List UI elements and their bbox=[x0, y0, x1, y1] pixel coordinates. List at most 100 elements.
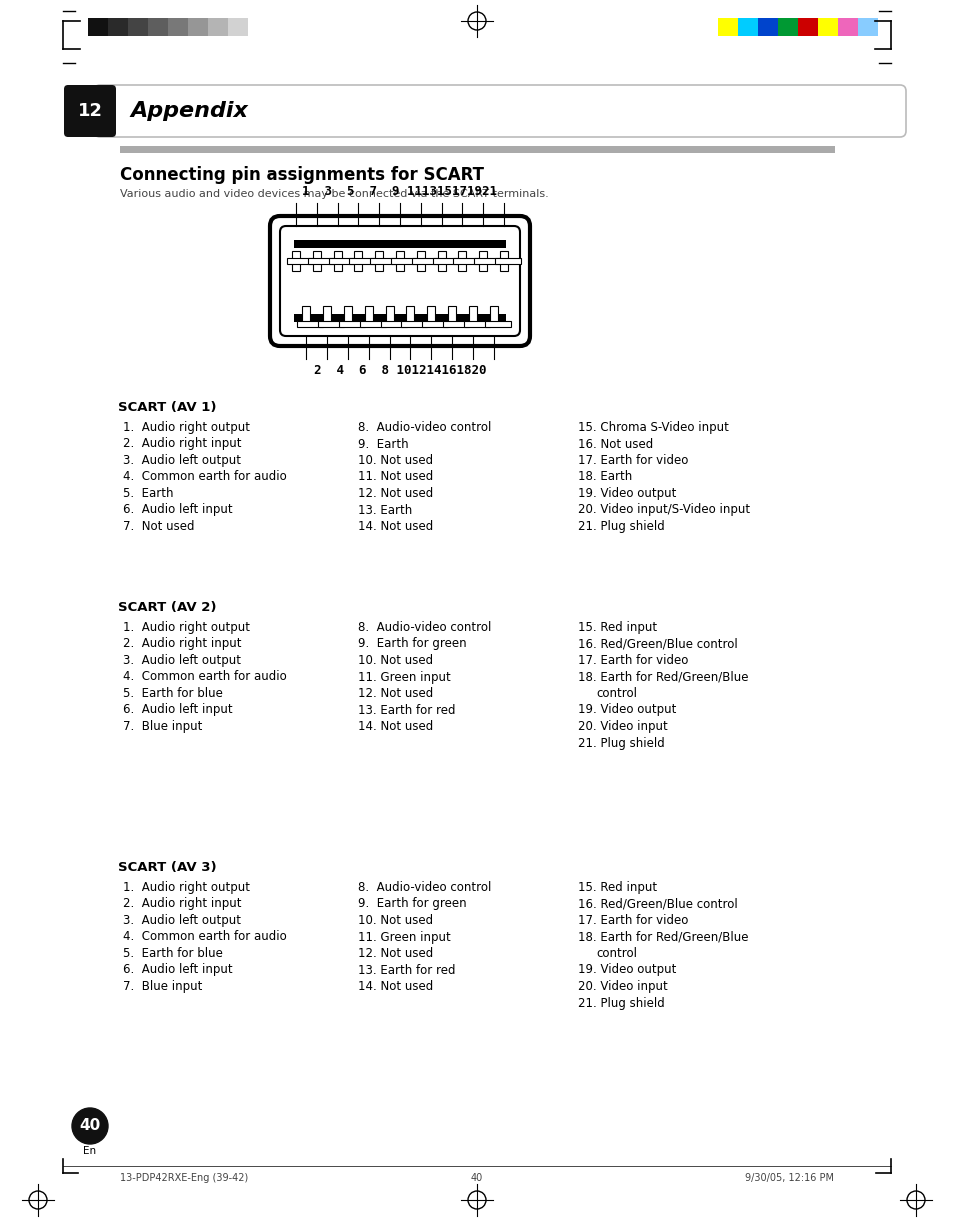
Text: 1.  Audio right output: 1. Audio right output bbox=[123, 421, 250, 433]
Text: 1.  Audio right output: 1. Audio right output bbox=[123, 882, 250, 894]
Bar bbox=[188, 18, 208, 35]
Text: 4.  Common earth for audio: 4. Common earth for audio bbox=[123, 930, 287, 944]
Bar bbox=[344, 306, 352, 326]
Bar bbox=[380, 321, 406, 327]
FancyBboxPatch shape bbox=[270, 216, 530, 346]
Text: 19. Video output: 19. Video output bbox=[578, 963, 676, 977]
FancyBboxPatch shape bbox=[94, 85, 905, 137]
Bar bbox=[778, 18, 797, 35]
Text: 9.  Earth for green: 9. Earth for green bbox=[357, 897, 466, 911]
Text: 18. Earth for Red/Green/Blue: 18. Earth for Red/Green/Blue bbox=[578, 670, 748, 684]
Text: 15. Red input: 15. Red input bbox=[578, 621, 657, 634]
Bar bbox=[857, 18, 877, 35]
Bar bbox=[375, 252, 383, 271]
Bar bbox=[758, 18, 778, 35]
Text: 12. Not used: 12. Not used bbox=[357, 947, 433, 960]
Text: 3.  Audio left output: 3. Audio left output bbox=[123, 915, 241, 927]
Bar bbox=[416, 252, 424, 271]
Bar bbox=[817, 18, 837, 35]
Bar bbox=[370, 258, 395, 264]
Text: Various audio and video devices may be connected via the SCART terminals.: Various audio and video devices may be c… bbox=[120, 189, 548, 199]
Text: 1  3  5  7  9 111315171921: 1 3 5 7 9 111315171921 bbox=[302, 186, 497, 198]
Bar bbox=[208, 18, 228, 35]
Text: control: control bbox=[596, 687, 637, 700]
Bar bbox=[297, 321, 323, 327]
Text: 11. Green input: 11. Green input bbox=[357, 930, 450, 944]
Text: 13. Earth for red: 13. Earth for red bbox=[357, 703, 455, 717]
Text: 17. Earth for video: 17. Earth for video bbox=[578, 654, 688, 667]
Bar bbox=[120, 147, 834, 153]
Bar bbox=[406, 306, 414, 326]
Text: 7.  Blue input: 7. Blue input bbox=[123, 720, 202, 733]
Text: 13. Earth for red: 13. Earth for red bbox=[357, 963, 455, 977]
Bar bbox=[318, 321, 344, 327]
Text: 2.  Audio right input: 2. Audio right input bbox=[123, 637, 241, 651]
Bar bbox=[422, 321, 448, 327]
Bar bbox=[448, 306, 456, 326]
Bar bbox=[323, 306, 331, 326]
Text: Connecting pin assignments for SCART: Connecting pin assignments for SCART bbox=[120, 166, 483, 184]
FancyBboxPatch shape bbox=[64, 85, 116, 137]
Text: 19. Video output: 19. Video output bbox=[578, 703, 676, 717]
Bar bbox=[453, 258, 479, 264]
Circle shape bbox=[71, 1107, 108, 1144]
Bar bbox=[495, 258, 520, 264]
Text: 9.  Earth: 9. Earth bbox=[357, 437, 408, 451]
Text: 2.  Audio right input: 2. Audio right input bbox=[123, 897, 241, 911]
Text: 9.  Earth for green: 9. Earth for green bbox=[357, 637, 466, 651]
Bar bbox=[128, 18, 148, 35]
Text: 7.  Not used: 7. Not used bbox=[123, 520, 194, 534]
Text: 16. Red/Green/Blue control: 16. Red/Green/Blue control bbox=[578, 637, 737, 651]
Text: 21. Plug shield: 21. Plug shield bbox=[578, 996, 664, 1010]
Bar bbox=[313, 252, 320, 271]
Text: 40: 40 bbox=[471, 1173, 482, 1183]
Text: 10. Not used: 10. Not used bbox=[357, 654, 433, 667]
Bar bbox=[359, 321, 385, 327]
Text: 11. Green input: 11. Green input bbox=[357, 670, 450, 684]
Bar bbox=[292, 252, 299, 271]
Bar bbox=[88, 18, 108, 35]
Text: 16. Red/Green/Blue control: 16. Red/Green/Blue control bbox=[578, 897, 737, 911]
Text: 10. Not used: 10. Not used bbox=[357, 915, 433, 927]
Text: 5.  Earth: 5. Earth bbox=[123, 487, 173, 501]
Bar bbox=[385, 306, 394, 326]
Text: 18. Earth for Red/Green/Blue: 18. Earth for Red/Green/Blue bbox=[578, 930, 748, 944]
Text: 12. Not used: 12. Not used bbox=[357, 487, 433, 501]
Text: 20. Video input: 20. Video input bbox=[578, 720, 667, 733]
Bar bbox=[395, 252, 403, 271]
Text: En: En bbox=[83, 1147, 96, 1156]
Bar bbox=[432, 258, 458, 264]
Bar bbox=[837, 18, 857, 35]
Bar bbox=[442, 321, 469, 327]
Text: 6.  Audio left input: 6. Audio left input bbox=[123, 503, 233, 516]
Bar bbox=[437, 252, 445, 271]
Bar bbox=[474, 258, 499, 264]
Bar bbox=[484, 321, 510, 327]
Text: 20. Video input/S-Video input: 20. Video input/S-Video input bbox=[578, 503, 749, 516]
Text: 2  4  6  8 101214161820: 2 4 6 8 101214161820 bbox=[314, 364, 486, 377]
Text: 5.  Earth for blue: 5. Earth for blue bbox=[123, 687, 223, 700]
Text: 12: 12 bbox=[77, 103, 102, 120]
Text: 11. Not used: 11. Not used bbox=[357, 470, 433, 484]
Text: 16. Not used: 16. Not used bbox=[578, 437, 653, 451]
Text: SCART (AV 3): SCART (AV 3) bbox=[118, 861, 216, 874]
Text: 3.  Audio left output: 3. Audio left output bbox=[123, 654, 241, 667]
Bar bbox=[458, 252, 466, 271]
Bar bbox=[412, 258, 437, 264]
Text: 12. Not used: 12. Not used bbox=[357, 687, 433, 700]
Text: 40: 40 bbox=[79, 1118, 100, 1133]
Bar bbox=[302, 306, 310, 326]
Bar bbox=[334, 252, 341, 271]
Bar bbox=[349, 258, 375, 264]
Text: 13. Earth: 13. Earth bbox=[357, 503, 412, 516]
Bar bbox=[148, 18, 168, 35]
Bar bbox=[478, 252, 487, 271]
Bar bbox=[228, 18, 248, 35]
Text: 15. Red input: 15. Red input bbox=[578, 882, 657, 894]
Bar bbox=[338, 321, 365, 327]
Text: 5.  Earth for blue: 5. Earth for blue bbox=[123, 947, 223, 960]
Bar bbox=[287, 258, 313, 264]
Bar bbox=[738, 18, 758, 35]
Bar bbox=[499, 252, 507, 271]
Text: 20. Video input: 20. Video input bbox=[578, 980, 667, 993]
